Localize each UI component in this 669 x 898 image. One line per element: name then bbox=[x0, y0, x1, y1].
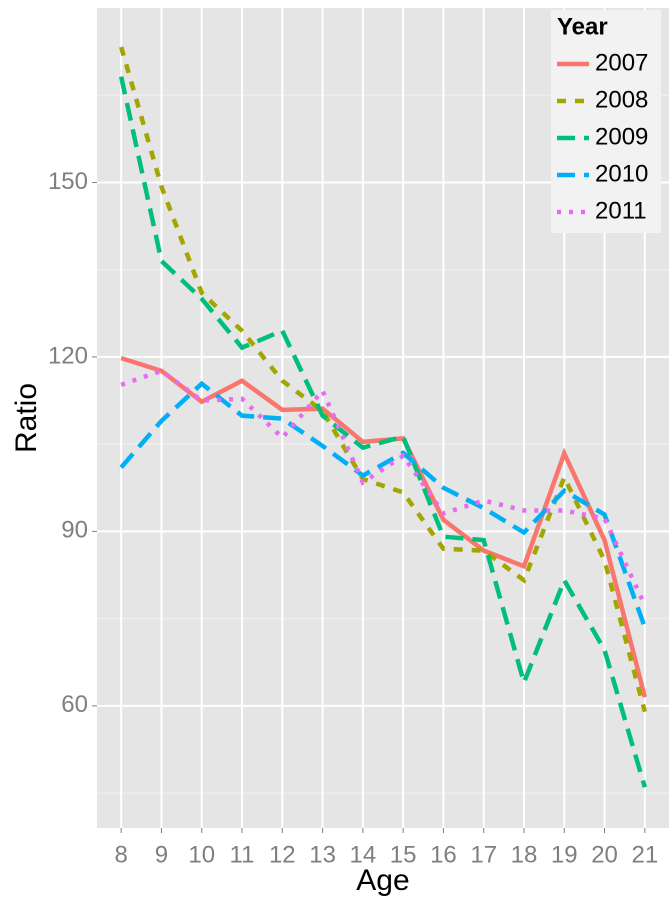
legend-label: 2008 bbox=[595, 86, 648, 113]
x-tick-label: 19 bbox=[551, 841, 578, 868]
legend-box bbox=[551, 10, 661, 233]
legend-label: 2011 bbox=[595, 197, 647, 224]
y-tick-label: 90 bbox=[61, 517, 88, 544]
legend-label: 2010 bbox=[595, 160, 648, 187]
x-tick-label: 8 bbox=[114, 841, 127, 868]
x-tick-label: 20 bbox=[591, 841, 618, 868]
series-line bbox=[118, 76, 647, 788]
y-tick-label: 150 bbox=[48, 168, 88, 195]
legend-label: 2007 bbox=[595, 49, 648, 76]
legend-title: Year bbox=[557, 13, 608, 40]
x-tick-label: 16 bbox=[430, 841, 457, 868]
y-axis-title: Ratio bbox=[10, 383, 43, 453]
legend: Year 2007 2008 2009 2010 2011 bbox=[551, 10, 661, 233]
x-tick-label: 14 bbox=[350, 841, 377, 868]
x-tick-label: 18 bbox=[511, 841, 538, 868]
series-line bbox=[120, 368, 647, 607]
x-tick-label: 13 bbox=[309, 841, 336, 868]
series-line bbox=[119, 380, 647, 629]
x-tick-label: 21 bbox=[631, 841, 658, 868]
x-tick-label: 10 bbox=[188, 841, 215, 868]
y-tick-label: 120 bbox=[48, 342, 88, 369]
x-tick-label: 9 bbox=[155, 841, 168, 868]
legend-label: 2009 bbox=[595, 123, 648, 150]
x-tick-label: 17 bbox=[470, 841, 497, 868]
x-axis-title: Age bbox=[356, 864, 409, 897]
x-tick-label: 15 bbox=[390, 841, 417, 868]
x-tick-label: 11 bbox=[230, 841, 255, 868]
y-tick-label: 60 bbox=[61, 691, 88, 718]
x-tick-label: 12 bbox=[269, 841, 296, 868]
series-line bbox=[119, 46, 648, 713]
